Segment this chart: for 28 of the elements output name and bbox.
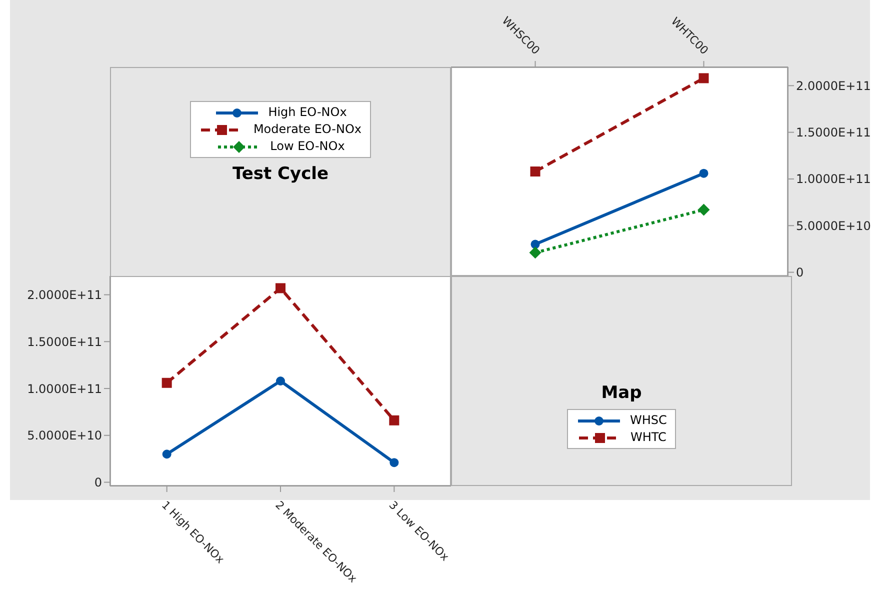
- point: [390, 458, 399, 468]
- point: [162, 378, 172, 388]
- y-tick-label: 2.0000E+11: [796, 78, 871, 93]
- y-tick-label: 5.0000E+10: [796, 218, 871, 233]
- y-tick-label: 1.0000E+11: [796, 172, 871, 186]
- legend-label: Moderate EO-NOx: [253, 122, 362, 136]
- point: [276, 283, 286, 294]
- legend-label: WHTC: [630, 430, 666, 444]
- legend-label: Low EO-NOx: [270, 139, 345, 153]
- legend-title: Test Cycle: [231, 164, 330, 184]
- y-tick-label: 1.5000E+11: [27, 334, 102, 349]
- point: [529, 246, 542, 259]
- legend-title: Map: [600, 383, 643, 403]
- legend-label: High EO-NOx: [268, 105, 347, 119]
- point: [530, 166, 540, 176]
- y-tick-label: 5.0000E+10: [27, 428, 102, 443]
- point: [389, 415, 400, 426]
- y-tick-label: 1.0000E+11: [27, 382, 102, 396]
- legend-label: WHSC: [630, 413, 667, 427]
- y-tick-label: 2.0000E+11: [27, 288, 102, 302]
- point: [698, 73, 709, 84]
- point: [276, 376, 285, 386]
- y-tick-label: 1.5000E+11: [796, 126, 871, 140]
- point: [162, 450, 172, 459]
- point: [698, 204, 710, 216]
- y-tick-label: 0: [94, 476, 102, 490]
- point: [699, 168, 708, 178]
- y-tick-label: 0: [796, 266, 804, 280]
